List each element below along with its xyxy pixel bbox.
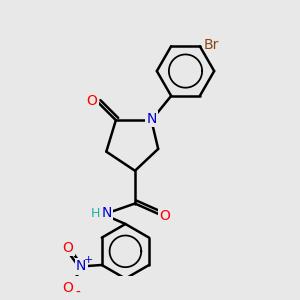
Text: -: - — [76, 286, 81, 300]
Text: O: O — [87, 94, 98, 108]
Text: N: N — [147, 112, 157, 126]
Text: Br: Br — [204, 38, 219, 52]
Text: +: + — [84, 255, 93, 265]
Text: O: O — [63, 281, 74, 295]
Text: N: N — [76, 259, 86, 273]
Text: N: N — [102, 206, 112, 220]
Text: O: O — [159, 209, 170, 223]
Text: H: H — [91, 207, 100, 220]
Text: O: O — [63, 241, 74, 255]
